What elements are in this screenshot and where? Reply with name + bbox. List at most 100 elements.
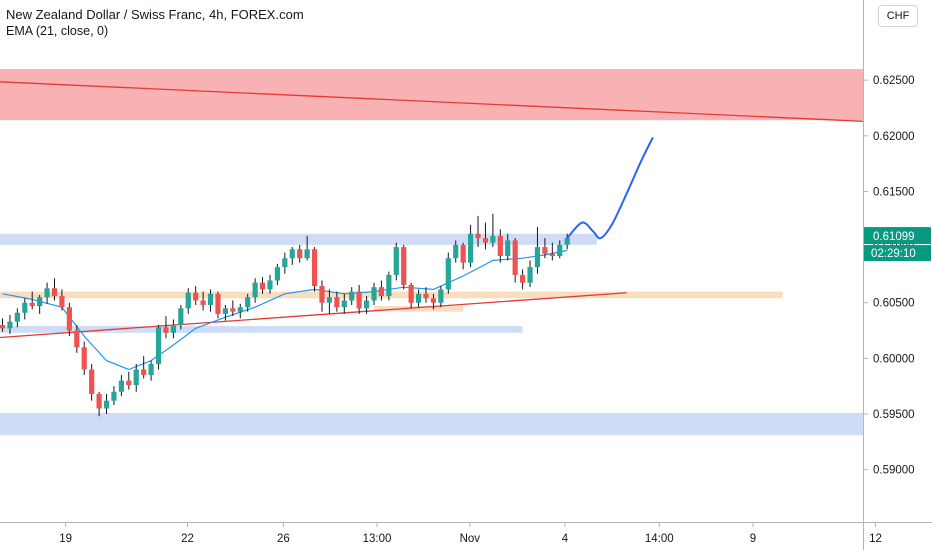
x-tick-label: 9 [750,533,756,545]
trend-line-0 [0,81,864,122]
candle [334,291,340,312]
candle-body [311,249,318,287]
candle [311,247,318,292]
x-tick-label: 22 [181,533,194,545]
candle [289,247,295,265]
candle-body [274,267,281,281]
candles-layer [0,213,570,417]
candle-body [200,300,206,305]
chart-legend: New Zealand Dollar / Swiss Franc, 4h, FO… [6,6,304,40]
candle [341,293,347,314]
candle-body [89,369,95,395]
candle [252,278,258,303]
candle-body [438,289,444,303]
candle-body [467,233,474,263]
candle-body [408,284,414,303]
candle-body [111,391,117,401]
candle-body [81,347,87,370]
candle-body [549,253,555,256]
candle-body [245,297,251,308]
trend-line-1 [0,292,627,339]
candle-body [445,258,451,290]
candle [237,303,243,319]
candle [222,304,228,321]
candle-body [14,312,20,322]
candle [185,288,191,314]
candle-body [363,300,370,309]
candle [482,222,489,250]
countdown-badge [864,245,931,262]
candle-body [185,292,191,309]
candle [267,274,273,294]
candle-body [267,280,273,290]
candle-body [386,274,392,297]
candle [445,252,451,294]
x-tick-label: 4 [562,533,569,545]
candle-body [557,244,563,256]
y-tick-label: 0.59500 [873,409,915,421]
candle-body [475,233,481,239]
candle-body [534,247,541,268]
candle-body [505,240,511,256]
candle-body [497,235,503,256]
current-price-value: 0.61099 [873,231,915,243]
candle-body [453,244,459,259]
candle-body [155,327,162,364]
candle-body [74,330,80,348]
candle [564,233,570,250]
candle-body [178,308,184,325]
candle [363,296,370,314]
candle-body [170,324,176,333]
candle-body [44,288,50,298]
candle [490,213,496,248]
candle [89,363,95,401]
candle [534,227,541,274]
candle-body [163,327,169,333]
candle [170,319,176,339]
candle-body [319,286,325,303]
candle [37,294,43,314]
x-tick-label: 14:00 [645,533,674,545]
y-tick-label: 0.60000 [873,353,915,365]
candle-body [252,282,258,298]
candle [245,293,251,312]
candle-body [415,293,422,303]
zone-5 [0,412,863,436]
ema-indicator-label[interactable]: EMA (21, close, 0) [6,24,109,38]
candle-body [490,235,496,243]
y-tick-label: 0.60500 [873,298,915,310]
candle-body [133,369,139,386]
candle [356,284,362,314]
candle [81,341,87,376]
candle [148,360,154,381]
candle [453,240,459,263]
candle [215,291,221,319]
symbol-title[interactable]: New Zealand Dollar / Swiss Franc, 4h, FO… [6,7,304,22]
candle-body [51,288,58,297]
candle-body [230,308,236,312]
candle [230,300,236,317]
candle [542,238,548,259]
candle [378,280,385,301]
x-tick-label: Nov [460,533,481,545]
candle [133,363,139,392]
candle [22,298,28,320]
candle-body [259,282,266,290]
y-tick-label: 0.62000 [873,131,915,143]
candle [118,375,124,397]
candle-body [215,293,221,314]
projection-curve [566,137,654,240]
candle-body [356,291,362,309]
ema-line [2,249,568,371]
currency-button[interactable]: CHF [878,5,918,27]
candle-body [207,293,214,305]
candle-body [542,247,548,254]
candle [141,356,147,379]
candle [460,242,466,270]
candle [557,240,563,259]
candle [111,386,117,406]
candle [163,316,169,339]
